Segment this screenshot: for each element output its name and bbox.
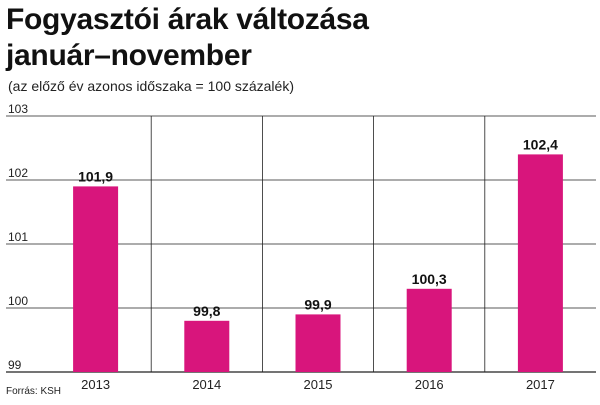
- chart-title: Fogyasztói árak változása január–novembe…: [6, 2, 369, 74]
- x-tick-label: 2014: [192, 377, 221, 392]
- y-tick-label: 101: [8, 230, 28, 244]
- source-note: Forrás: KSH: [6, 386, 62, 397]
- x-tick-label: 2015: [304, 377, 333, 392]
- x-tick-label: 2013: [81, 377, 110, 392]
- chart-title-line1: Fogyasztói árak változása: [6, 3, 369, 36]
- data-label: 100,3: [412, 271, 447, 287]
- data-label: 99,9: [304, 296, 331, 312]
- chart-title-line2: január–november: [6, 39, 252, 72]
- bar-2015: [295, 314, 341, 372]
- bar-2013: [73, 186, 119, 372]
- y-tick-label: 103: [8, 102, 28, 116]
- data-label: 101,9: [78, 168, 113, 184]
- data-label: 102,4: [523, 136, 558, 152]
- x-tick-label: 2017: [526, 377, 555, 392]
- chart-subtitle: (az előző év azonos időszaka = 100 száza…: [8, 78, 294, 94]
- bar-2016: [406, 288, 452, 372]
- y-tick-label: 99: [8, 358, 22, 372]
- data-label: 99,8: [193, 303, 220, 319]
- bar-2014: [184, 320, 230, 372]
- y-tick-label: 102: [8, 166, 28, 180]
- bar-2017: [517, 154, 563, 372]
- x-tick-label: 2016: [415, 377, 444, 392]
- y-tick-label: 100: [8, 294, 28, 308]
